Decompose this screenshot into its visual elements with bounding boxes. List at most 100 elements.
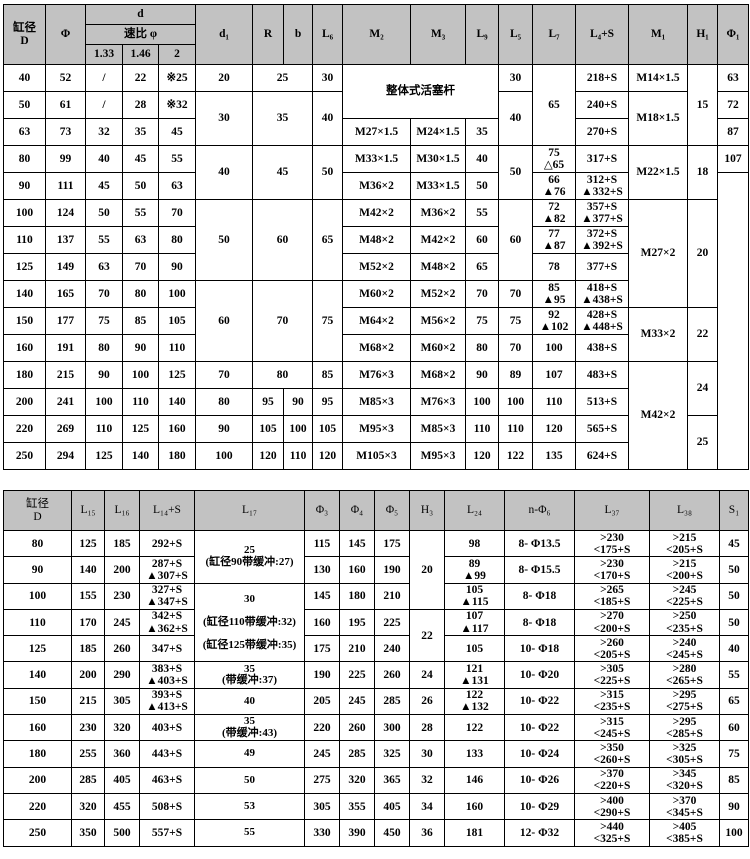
- table-cell: 292+S: [139, 529, 195, 558]
- table-cell: >280 <265+S: [649, 661, 720, 689]
- table-cell: 120: [312, 442, 344, 470]
- table-cell: 107: [532, 361, 577, 389]
- table-cell: >315 <245+S: [574, 714, 650, 742]
- table-cell: 305: [104, 687, 140, 716]
- table-cell: 90: [3, 556, 72, 584]
- bottom-header-col-11: L₃₇: [574, 490, 650, 531]
- table-cell: 250: [3, 819, 72, 847]
- table-cell: 61: [45, 91, 86, 119]
- table-cell: 365: [374, 766, 410, 794]
- table-cell: 50: [498, 145, 534, 200]
- table-cell: 160: [444, 792, 505, 821]
- table-cell: 110: [3, 608, 72, 637]
- bottom-header-col-8: H₃: [409, 490, 445, 531]
- table-cell: 115: [304, 529, 340, 558]
- table-cell: 55: [465, 199, 500, 227]
- table-cell: 50: [195, 199, 254, 281]
- table-cell: 220: [3, 415, 46, 443]
- table-cell: 100: [122, 361, 159, 389]
- table-cell: 63: [157, 172, 197, 200]
- table-cell: 35: [465, 118, 500, 146]
- table-row: 100 155 230 327+S ▲347+S 30 (缸径110带缓冲:32) (缸…: [3, 582, 749, 663]
- table-cell: 100: [465, 388, 500, 416]
- header-col-6: L₉: [465, 4, 500, 65]
- table-cell: M36×2: [342, 172, 412, 200]
- table-cell: 180: [3, 740, 72, 768]
- table-cell: 565+S: [575, 415, 630, 443]
- table-cell: 70: [252, 280, 314, 362]
- table-cell: 34: [409, 792, 445, 821]
- table-cell: 190: [374, 556, 410, 584]
- table-cell: 557+S: [139, 819, 195, 847]
- table-cell: 40: [194, 687, 305, 716]
- top-table-body: 40 52/22 ※25 20 25 30 整体式活塞杆 30 65 218+S M14×1.5 15…: [3, 64, 750, 470]
- table-cell: 428+S ▲448+S: [575, 307, 630, 335]
- table-cell: 75: [465, 307, 500, 335]
- table-cell: 241: [45, 388, 86, 416]
- table-cell: 200: [71, 661, 105, 689]
- table-cell: 195: [339, 608, 375, 637]
- table-row: 100 124 50 55 70 50 60 65 M42×2 M36×2 55 60 72 ▲82 35…: [3, 199, 749, 308]
- table-cell: 269: [45, 415, 86, 443]
- table-cell: 125: [157, 361, 197, 389]
- table-cell: 35 (带缓冲:37): [194, 661, 305, 689]
- table-cell: 260: [374, 661, 410, 689]
- table-cell: 110: [283, 442, 314, 470]
- table-cell: 63: [122, 226, 159, 254]
- table-cell: 130: [304, 556, 340, 584]
- table-cell: >350 <260+S: [574, 740, 650, 768]
- table-cell: >295 <275+S: [649, 687, 720, 716]
- bottom-header-col-5: Φ₃: [304, 490, 340, 531]
- table-cell: 483+S: [575, 361, 630, 389]
- table-cell: 137: [45, 226, 86, 254]
- header-ratio-2: 2: [157, 44, 197, 65]
- bottom-header-col-2: L₁₆: [104, 490, 140, 531]
- table-cell: 8- Φ18: [504, 582, 575, 610]
- table-cell: 30 (缸径110带缓冲:32) (缸径125带缓冲:35): [194, 582, 305, 663]
- table-cell: >305 <225+S: [574, 661, 650, 689]
- table-cell: 50: [194, 766, 305, 794]
- table-cell: M95×3: [342, 415, 412, 443]
- header-col-5: M₃: [410, 4, 467, 65]
- table-cell: 285: [339, 740, 375, 768]
- table-cell: 28: [122, 91, 159, 119]
- table-cell: 73: [45, 118, 86, 146]
- table-cell: 45: [719, 529, 749, 558]
- table-cell: 287+S ▲307+S: [139, 556, 195, 584]
- table-cell: 190: [304, 661, 340, 689]
- header-col-10: M₁: [628, 4, 689, 65]
- table-cell: M42×2: [342, 199, 412, 227]
- table-cell: ※25: [157, 64, 197, 92]
- table-cell: 28: [409, 714, 445, 742]
- table-cell: /: [85, 64, 123, 92]
- table-cell: 100: [283, 415, 314, 443]
- table-cell: 140: [71, 556, 105, 584]
- table-cell: 50: [465, 172, 500, 200]
- table-cell: 40: [465, 145, 500, 173]
- table-cell: M27×2: [628, 199, 689, 308]
- table-row: 150 215 305 393+S ▲413+S 40 205 245 285 26 122 ▲1…: [3, 687, 749, 716]
- table-cell: 300: [374, 714, 410, 742]
- table-cell: 124: [45, 199, 86, 227]
- table-cell: 52: [45, 64, 86, 92]
- table-cell: 75: [85, 307, 123, 335]
- table-cell: 285: [374, 687, 410, 716]
- table-cell: 45: [157, 118, 197, 146]
- table-cell: 317+S: [575, 145, 630, 173]
- bottom-header-col-9: L₂₄: [444, 490, 505, 531]
- table-cell: 125: [3, 635, 72, 663]
- table-cell: 32: [409, 766, 445, 794]
- table-cell: 90: [157, 253, 197, 281]
- table-cell: 90: [3, 172, 46, 200]
- table-cell: 35: [122, 118, 159, 146]
- table-cell: 110: [85, 415, 123, 443]
- table-cell: 327+S ▲347+S: [139, 582, 195, 610]
- table-cell: 10- Φ26: [504, 766, 575, 794]
- table-row: 80 99 40 45 55 40 45 50 M33×1.5 M30×1.5 40 50 75 △65…: [3, 145, 750, 200]
- table-cell: 125: [3, 253, 46, 281]
- table-cell: 135: [532, 442, 577, 470]
- table-cell: 整体式活塞杆: [342, 64, 500, 119]
- table-cell: 122 ▲132: [444, 687, 505, 716]
- table-cell: 10- Φ22: [504, 714, 575, 742]
- table-cell: 12- Φ32: [504, 819, 575, 847]
